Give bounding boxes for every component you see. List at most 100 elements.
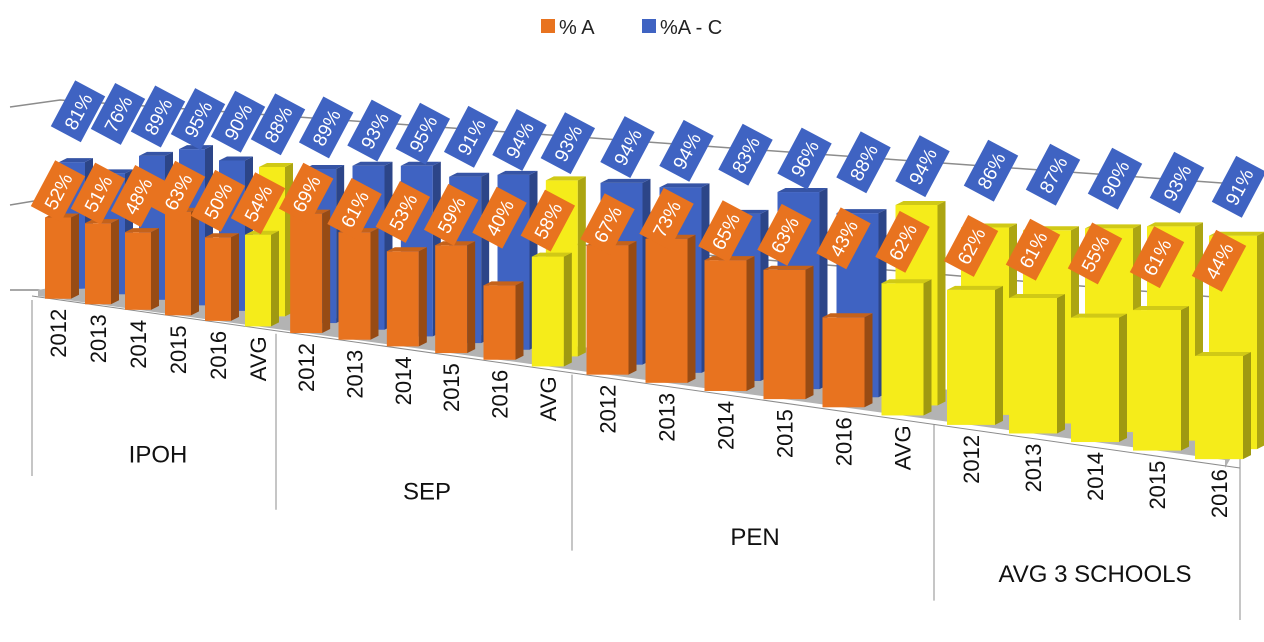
bar-a — [245, 234, 271, 327]
category-axis: 2012 2013 2014 2015 2016 AVG IPOH 2012 2013 2014 2… — [31, 295, 1241, 620]
bar-a — [822, 317, 865, 408]
bar-ac-top — [59, 158, 93, 163]
bar-ac-top — [1147, 222, 1203, 227]
bar-ac-top — [600, 178, 651, 183]
bar-a-top — [763, 265, 814, 270]
label-ac: 94% — [659, 119, 714, 182]
bar-a-side — [271, 230, 279, 327]
bar-a-side — [111, 219, 119, 305]
label-ac-box — [600, 116, 655, 178]
label-a-box — [580, 193, 635, 256]
label-a-box — [1129, 226, 1185, 289]
label-ac-box — [1149, 151, 1205, 214]
label-ac-box — [1025, 143, 1081, 206]
bar-a-side — [322, 209, 331, 334]
label-ac-box — [170, 88, 226, 151]
label-ac: 87% — [1025, 143, 1081, 206]
label-a-box — [375, 180, 431, 243]
bar-ac-top — [497, 170, 538, 175]
bar-a-side — [1243, 351, 1251, 460]
tick-label: 2015 — [166, 325, 191, 374]
label-ac: 94% — [600, 116, 655, 178]
tick-label: AVG — [246, 336, 271, 381]
bar-ac-top — [352, 161, 393, 166]
bar-a-top — [531, 252, 572, 257]
bar-a — [531, 256, 564, 367]
tick-label: 2014 — [126, 320, 151, 369]
tick-label: 2012 — [959, 435, 984, 484]
legend-swatch-a — [541, 19, 555, 33]
tick-label: 2016 — [832, 417, 857, 466]
bar-a-side — [628, 241, 637, 375]
label-ac: 88% — [250, 93, 306, 156]
bar-a — [165, 211, 191, 316]
label-ac-box — [895, 135, 950, 198]
bar-a — [45, 217, 71, 299]
label-ac: 96% — [777, 127, 832, 190]
label-ac-box — [90, 82, 146, 145]
label-ac-box — [250, 93, 306, 156]
label-ac: 76% — [90, 82, 146, 145]
bar-a-side — [370, 228, 379, 340]
bar-ac-top — [895, 200, 946, 205]
tick-label: 2015 — [439, 363, 464, 412]
label-ac: 95% — [170, 88, 226, 151]
bar-a — [483, 285, 516, 360]
label-a-box — [110, 165, 166, 227]
tick-label: 2015 — [773, 409, 798, 458]
bar-a-top — [245, 230, 279, 235]
bar-ac-top — [545, 176, 586, 181]
label-a-box — [757, 203, 812, 266]
bar-a-top — [483, 281, 524, 286]
label-a-box — [698, 200, 753, 263]
label-ac: 93% — [540, 112, 596, 175]
label-a: 61% — [1005, 218, 1061, 281]
bar-a-top — [1009, 294, 1065, 299]
tick-label: 2016 — [1207, 469, 1232, 518]
label-ac: 93% — [1149, 151, 1205, 214]
label-ac-box — [1087, 147, 1143, 210]
label-ac: 90% — [210, 90, 266, 153]
label-ac: 94% — [492, 109, 547, 171]
bar-a — [1195, 355, 1243, 460]
label-a-box — [230, 172, 286, 235]
label-a-box — [150, 160, 206, 223]
label-ac: 94% — [895, 135, 950, 198]
label-a: 54% — [230, 172, 286, 235]
bar-a-side — [467, 241, 476, 354]
label-ac: 91% — [443, 105, 499, 168]
label-ac: 93% — [347, 99, 402, 162]
tick-label: 2013 — [86, 314, 111, 363]
bar-a — [125, 232, 151, 310]
label-ac-box — [540, 112, 596, 175]
label-a: 69% — [278, 162, 334, 225]
label-a: 53% — [375, 180, 431, 243]
label-ac-box — [1211, 155, 1264, 218]
bar-a-side — [1057, 294, 1065, 434]
bar-a-side — [805, 265, 814, 400]
tick-label: 2014 — [714, 401, 739, 450]
bar-a-side — [563, 252, 572, 367]
legend-label-a: % A — [559, 17, 595, 39]
group-label: AVG 3 SCHOOLS — [999, 561, 1192, 588]
bar-ac-top — [259, 162, 293, 167]
label-ac-box — [659, 119, 714, 182]
label-ac: 86% — [963, 139, 1019, 202]
group-label: IPOH — [129, 442, 188, 469]
bar-a — [947, 289, 995, 425]
label-ac: 81% — [50, 80, 106, 143]
bar-ac-side — [937, 200, 946, 406]
bar-a-side — [191, 207, 199, 316]
bar-ac-top — [304, 165, 345, 170]
bar-a — [1133, 310, 1181, 451]
bar-a-side — [1119, 313, 1127, 443]
tick-label: AVG — [536, 376, 561, 421]
label-ac: 88% — [836, 131, 891, 194]
bar-a — [386, 251, 419, 347]
bar-a-top — [822, 313, 873, 318]
bar-a — [205, 237, 231, 321]
tick-label: 2014 — [1083, 452, 1108, 501]
bar-a-side — [923, 279, 932, 416]
legend-swatch-ac — [642, 19, 656, 33]
label-a-box — [278, 162, 334, 225]
